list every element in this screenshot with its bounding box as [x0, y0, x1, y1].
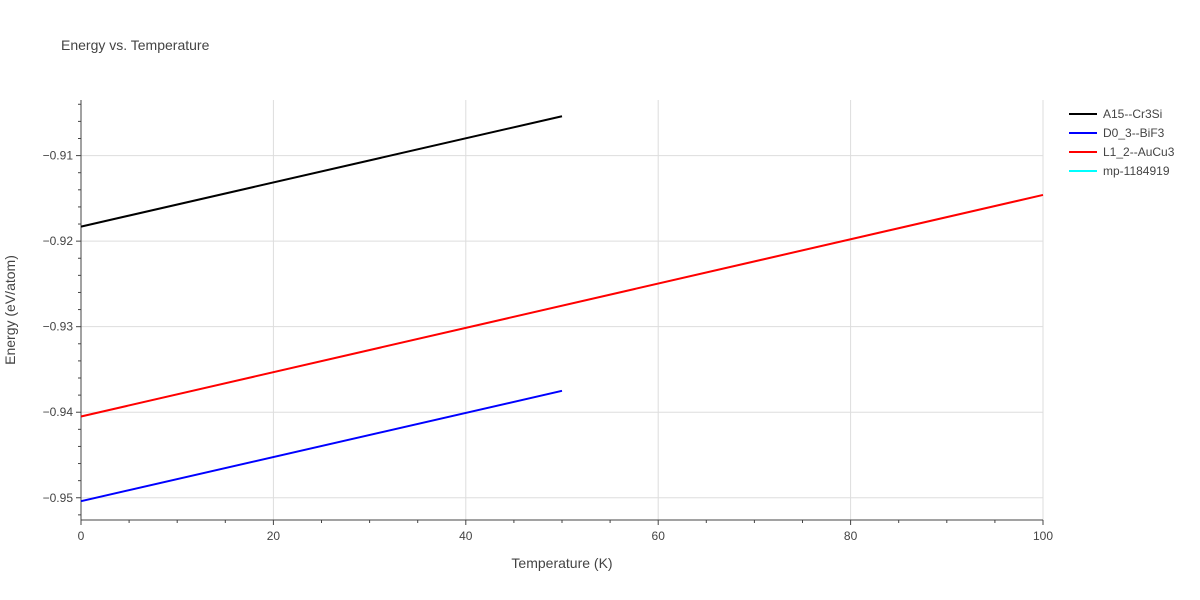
x-tick-label: 100 [1033, 529, 1053, 543]
legend[interactable]: A15--Cr3Si D0_3--BiF3 L1_2--AuCu3 mp-118491… [1069, 107, 1175, 178]
series-line-1[interactable] [80, 389, 563, 503]
legend-item[interactable]: A15--Cr3Si [1069, 107, 1162, 121]
y-tick-label: −0.93 [43, 320, 74, 334]
x-tick-label: 60 [652, 529, 666, 543]
y-tick-label: −0.92 [43, 234, 74, 248]
y-tick-label: −0.94 [43, 405, 74, 419]
legend-label: D0_3--BiF3 [1103, 126, 1165, 140]
grid [81, 100, 1044, 520]
x-axis-ticks: 0 20 40 60 80 100 [78, 529, 1054, 543]
chart-title: Energy vs. Temperature [61, 37, 210, 53]
y-tick-label: −0.95 [43, 491, 74, 505]
series-line-0[interactable] [80, 115, 563, 228]
legend-item[interactable]: L1_2--AuCu3 [1069, 145, 1175, 159]
legend-item[interactable]: mp-1184919 [1069, 164, 1170, 178]
x-tick-label: 20 [267, 529, 281, 543]
y-tick-label: −0.91 [43, 149, 74, 163]
x-tick-label: 0 [78, 529, 85, 543]
series-line-2[interactable] [80, 193, 1044, 418]
series-lines [80, 115, 1044, 503]
x-tick-label: 40 [459, 529, 473, 543]
legend-label: L1_2--AuCu3 [1103, 145, 1175, 159]
y-axis-label: Energy (eV/atom) [2, 255, 18, 365]
y-axis-ticks: −0.95 −0.94 −0.93 −0.92 −0.91 [43, 149, 74, 505]
axes [76, 100, 1044, 525]
x-axis-label: Temperature (K) [511, 555, 612, 571]
legend-label: A15--Cr3Si [1103, 107, 1162, 121]
legend-item[interactable]: D0_3--BiF3 [1069, 126, 1165, 140]
x-tick-label: 80 [844, 529, 858, 543]
legend-label: mp-1184919 [1103, 164, 1170, 178]
